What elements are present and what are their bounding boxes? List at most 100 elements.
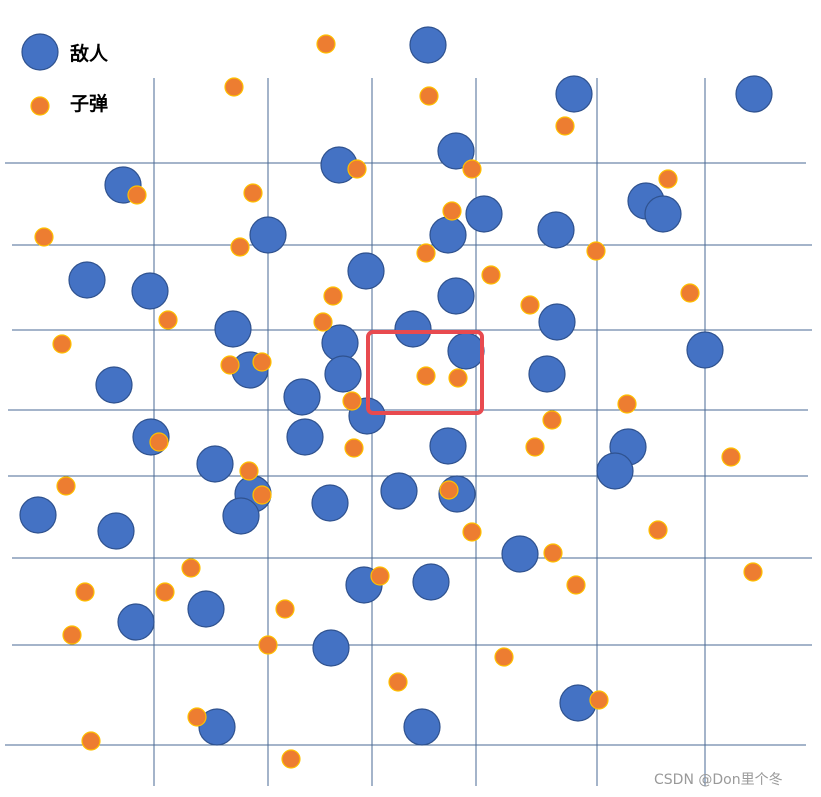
- enemy-marker: [97, 512, 135, 550]
- enemy-marker: [409, 26, 447, 64]
- bullet-marker: [239, 461, 259, 481]
- bullet-marker: [56, 476, 76, 496]
- grid-lines: [5, 78, 812, 786]
- bullet-marker: [252, 485, 272, 505]
- bullet-marker: [275, 599, 295, 619]
- enemy-marker: [95, 366, 133, 404]
- enemy-marker: [501, 535, 539, 573]
- bullet-marker: [220, 355, 240, 375]
- bullet-marker: [344, 438, 364, 458]
- bullet-marker: [648, 520, 668, 540]
- enemy-marker: [283, 378, 321, 416]
- bullet-marker: [721, 447, 741, 467]
- bullet-marker: [439, 480, 459, 500]
- bullet-marker: [323, 286, 343, 306]
- bullet-marker: [62, 625, 82, 645]
- bullet-marker: [52, 334, 72, 354]
- enemy-marker: [249, 216, 287, 254]
- enemy-marker: [187, 590, 225, 628]
- enemy-marker: [286, 418, 324, 456]
- legend-enemy-label: 敌人: [70, 42, 109, 65]
- enemy-marker: [222, 497, 260, 535]
- bullet-marker: [481, 265, 501, 285]
- enemy-marker: [429, 216, 467, 254]
- bullet-marker: [347, 159, 367, 179]
- enemy-marker: [394, 310, 432, 348]
- bullet-marker: [75, 582, 95, 602]
- enemy-marker: [429, 427, 467, 465]
- enemy-marker: [214, 310, 252, 348]
- bullet-marker: [243, 183, 263, 203]
- bullet-marker: [542, 410, 562, 430]
- bullet-marker: [149, 432, 169, 452]
- bullet-marker: [416, 243, 436, 263]
- enemy-marker: [437, 277, 475, 315]
- bullet-marker: [370, 566, 390, 586]
- enemy-marker: [117, 603, 155, 641]
- bullet-marker: [388, 672, 408, 692]
- enemy-marker: [68, 261, 106, 299]
- bullet-marker: [281, 749, 301, 769]
- bullet-marker: [743, 562, 763, 582]
- bullet-marker: [658, 169, 678, 189]
- bullet-marker: [520, 295, 540, 315]
- bullet-marker: [419, 86, 439, 106]
- enemy-marker: [324, 355, 362, 393]
- bullet-marker: [34, 227, 54, 247]
- bullet-marker: [566, 575, 586, 595]
- bullet-layer: [34, 34, 763, 769]
- enemy-marker: [312, 629, 350, 667]
- enemy-layer: [19, 26, 773, 746]
- enemy-marker: [198, 708, 236, 746]
- legend-bullet-label: 子弹: [70, 92, 108, 115]
- bullet-marker: [555, 116, 575, 136]
- legend-bullet-icon: [30, 96, 50, 116]
- enemy-marker: [538, 303, 576, 341]
- bullet-marker: [494, 647, 514, 667]
- bullet-marker: [252, 352, 272, 372]
- bullet-marker: [81, 731, 101, 751]
- enemy-marker: [347, 252, 385, 290]
- bullet-marker: [442, 201, 462, 221]
- enemy-marker: [596, 452, 634, 490]
- bullet-marker: [617, 394, 637, 414]
- watermark: CSDN @Don里个冬: [654, 772, 783, 788]
- legend: 敌人 子弹: [21, 33, 109, 116]
- bullet-marker: [187, 707, 207, 727]
- bullet-marker: [416, 366, 436, 386]
- enemy-marker: [537, 211, 575, 249]
- highlight-cell-box: [366, 330, 484, 415]
- enemy-marker: [412, 563, 450, 601]
- bullet-marker: [181, 558, 201, 578]
- enemy-marker: [644, 195, 682, 233]
- enemy-marker: [555, 75, 593, 113]
- bullet-marker: [462, 522, 482, 542]
- enemy-marker: [131, 272, 169, 310]
- enemy-marker: [380, 472, 418, 510]
- bullet-marker: [127, 185, 147, 205]
- bullet-marker: [258, 635, 278, 655]
- bullet-marker: [525, 437, 545, 457]
- bullet-marker: [342, 391, 362, 411]
- enemy-marker: [735, 75, 773, 113]
- enemy-marker: [403, 708, 441, 746]
- bullet-marker: [224, 77, 244, 97]
- bullet-marker: [680, 283, 700, 303]
- enemy-marker: [311, 484, 349, 522]
- enemy-marker: [437, 132, 475, 170]
- enemy-marker: [19, 496, 57, 534]
- bullet-marker: [589, 690, 609, 710]
- bullet-marker: [543, 543, 563, 563]
- bullet-marker: [316, 34, 336, 54]
- bullet-marker: [155, 582, 175, 602]
- bullet-marker: [230, 237, 250, 257]
- enemy-marker: [686, 331, 724, 369]
- bullet-marker: [158, 310, 178, 330]
- enemy-marker: [196, 445, 234, 483]
- legend-enemy-icon: [21, 33, 59, 71]
- bullet-marker: [586, 241, 606, 261]
- enemy-marker: [447, 332, 485, 370]
- enemy-marker: [465, 195, 503, 233]
- bullet-marker: [448, 368, 468, 388]
